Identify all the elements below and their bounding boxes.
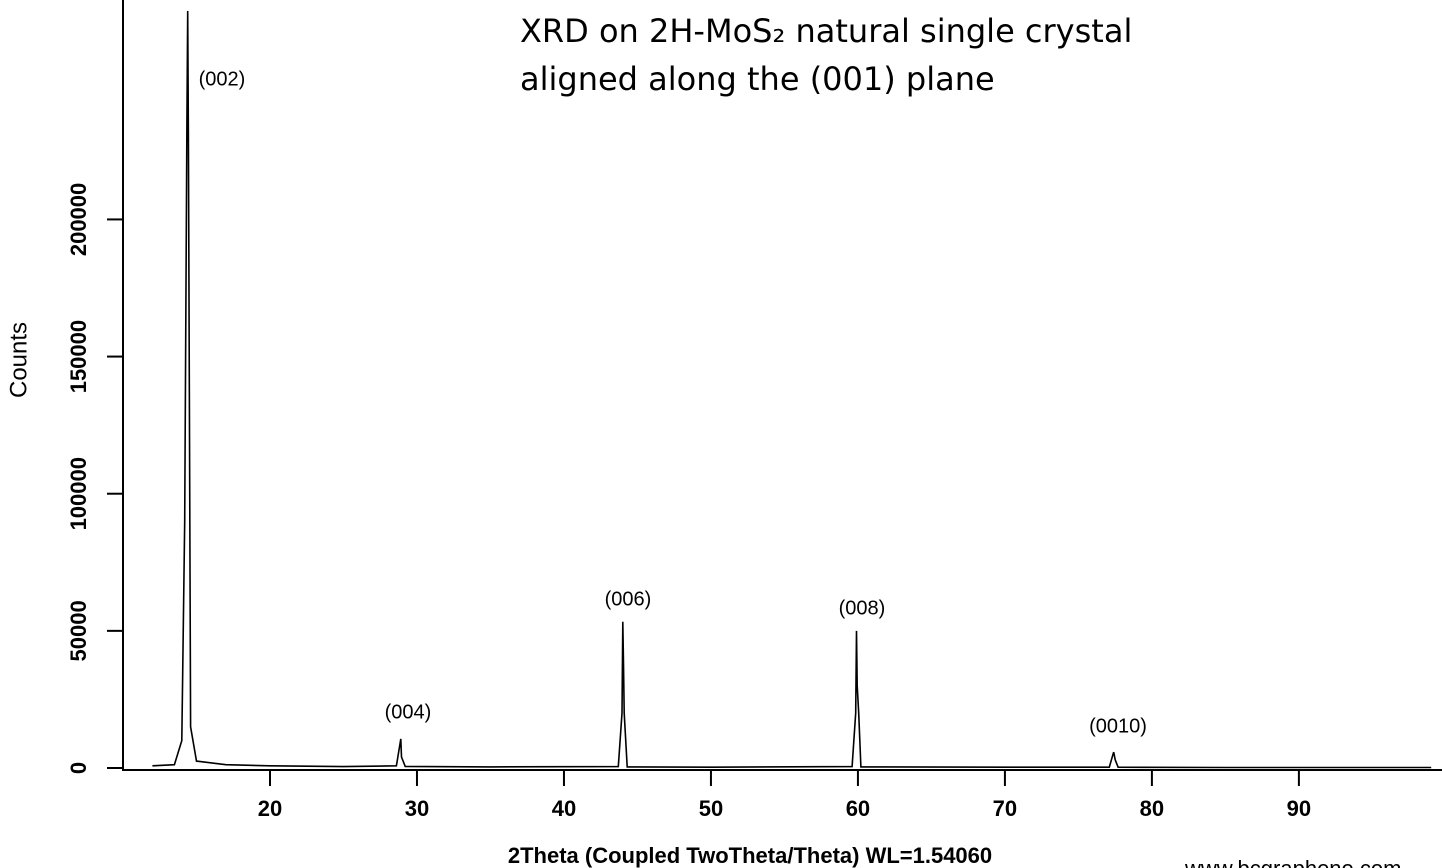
watermark: www.bcgraphene.com <box>1184 856 1401 868</box>
chart-title: XRD on 2H-MoS₂ natural single crystal <box>520 12 1132 50</box>
x-tick-label: 60 <box>846 796 870 821</box>
peak-label: (006) <box>605 588 652 610</box>
y-tick-label: 50000 <box>66 600 91 661</box>
peak-label: (0010) <box>1089 715 1147 737</box>
peak-label: (008) <box>839 597 886 619</box>
y-tick-label: 150000 <box>66 320 91 393</box>
x-tick-label: 20 <box>258 796 282 821</box>
peak-label: (002) <box>199 68 246 90</box>
y-tick-label: 100000 <box>66 457 91 530</box>
x-tick-label: 70 <box>993 796 1017 821</box>
x-tick-label: 30 <box>405 796 429 821</box>
y-axis-label: Counts <box>5 322 32 398</box>
x-tick-label: 80 <box>1140 796 1164 821</box>
data-line <box>152 10 1432 769</box>
x-tick-label: 90 <box>1287 796 1311 821</box>
x-tick-label: 40 <box>552 796 576 821</box>
y-tick-label: 0 <box>66 762 91 774</box>
y-tick-label: 200000 <box>66 183 91 256</box>
x-axis-label: 2Theta (Coupled TwoTheta/Theta) WL=1.540… <box>508 843 992 868</box>
chart-title: aligned along the (001) plane <box>520 60 995 98</box>
x-tick-label: 50 <box>699 796 723 821</box>
peak-label: (004) <box>385 701 432 723</box>
